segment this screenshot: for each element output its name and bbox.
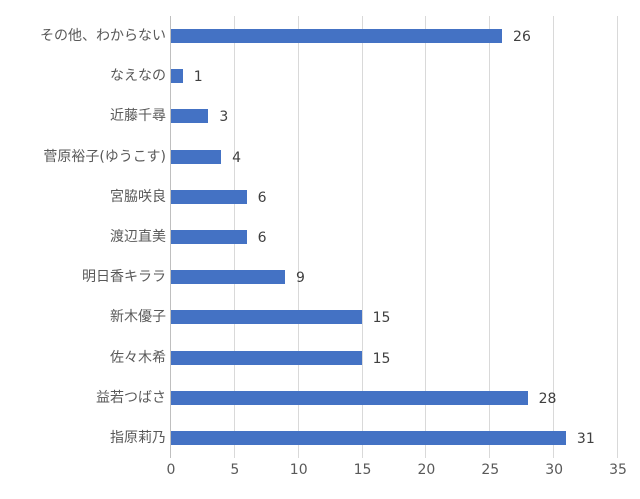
bar [171, 149, 222, 164]
category-label: 菅原裕子(ゆうこす) [43, 148, 166, 165]
gridline [362, 16, 363, 458]
data-label: 6 [257, 189, 267, 206]
x-tick-label: 30 [545, 462, 564, 478]
x-tick-label: 25 [481, 462, 500, 478]
data-label: 3 [219, 109, 229, 126]
bar [171, 230, 247, 244]
category-label: 佐々木希 [110, 349, 166, 366]
bar [171, 350, 362, 365]
bar [171, 270, 285, 285]
x-tick-label: 35 [609, 462, 627, 478]
gridline [553, 16, 554, 458]
category-label: その他、わからない [40, 28, 166, 44]
data-label: 28 [538, 390, 557, 407]
bar [171, 29, 503, 43]
bar [171, 69, 183, 84]
gridline [617, 16, 618, 458]
category-label: 宮脇咲良 [110, 188, 166, 205]
data-label: 15 [372, 310, 391, 327]
category-label: なえなの [110, 68, 166, 85]
category-label: 明日香キララ [82, 269, 166, 286]
data-label: 6 [257, 230, 267, 246]
bar [171, 109, 209, 124]
category-axis-line [170, 16, 171, 458]
x-tick-label: 5 [230, 462, 240, 478]
x-tick-label: 20 [417, 462, 436, 478]
x-tick-label: 15 [353, 462, 372, 478]
data-label: 4 [232, 149, 241, 166]
data-label: 1 [193, 69, 203, 86]
gridline [425, 16, 426, 458]
data-label: 31 [576, 431, 595, 447]
category-label: 近藤千尋 [110, 108, 166, 125]
bar [171, 189, 247, 204]
bar [171, 390, 528, 405]
category-label: 益若つばさ [96, 389, 166, 406]
bar [171, 431, 566, 445]
gridline [489, 16, 490, 458]
category-label: 指原莉乃 [110, 430, 166, 446]
category-label: 新木優子 [110, 309, 166, 326]
data-label: 26 [513, 29, 531, 45]
bar [171, 310, 362, 325]
x-tick-label: 0 [166, 462, 176, 478]
data-label: 15 [372, 350, 391, 367]
x-tick-label: 10 [289, 462, 308, 478]
data-label: 9 [295, 270, 305, 287]
gridline [298, 16, 299, 458]
category-label: 渡辺直美 [110, 229, 166, 245]
